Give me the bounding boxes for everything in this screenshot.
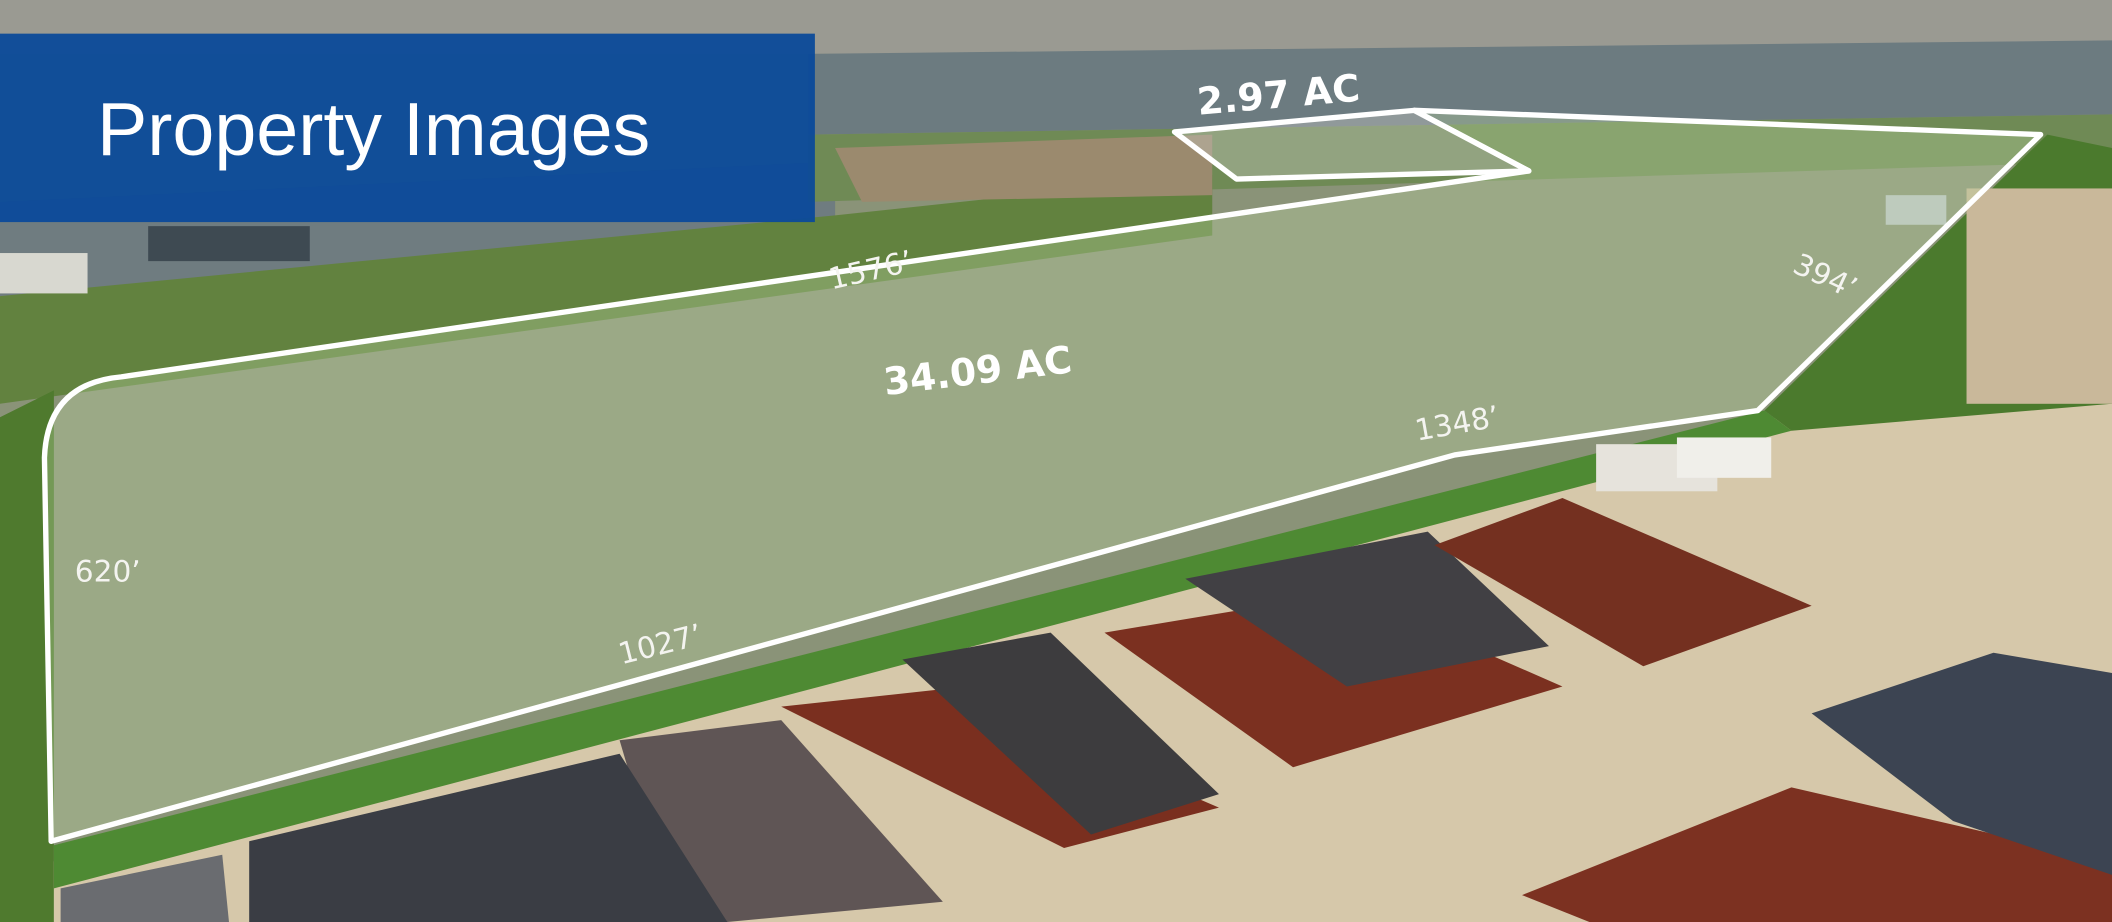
building	[1885, 195, 1947, 225]
pipe-stack	[902, 632, 1219, 835]
building	[1676, 437, 1772, 478]
barge	[148, 226, 310, 262]
header-banner	[0, 33, 815, 223]
grass-strip	[53, 410, 1792, 889]
header-title: Property Images	[97, 87, 650, 171]
parcel-outline	[1171, 107, 1532, 182]
pipe-stack	[619, 720, 943, 922]
grass-left	[0, 174, 1213, 404]
parked-cars	[249, 753, 728, 922]
parked-cars	[60, 854, 229, 922]
river	[808, 40, 2112, 135]
right-yard	[1966, 188, 2112, 404]
dock-yard	[835, 134, 1213, 202]
pipe-stack	[1185, 531, 1549, 687]
parcel-outline	[41, 107, 2044, 844]
barge	[0, 253, 88, 294]
grass-edge	[0, 390, 54, 922]
pipe-stack	[1522, 787, 2112, 922]
pipe-stack	[1434, 498, 1812, 667]
parked-cars	[1811, 652, 2112, 875]
pipe-stack	[1104, 592, 1563, 768]
dimension-label: 620’	[75, 554, 141, 588]
